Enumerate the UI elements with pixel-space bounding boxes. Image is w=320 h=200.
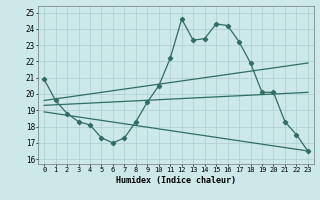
X-axis label: Humidex (Indice chaleur): Humidex (Indice chaleur) <box>116 176 236 185</box>
